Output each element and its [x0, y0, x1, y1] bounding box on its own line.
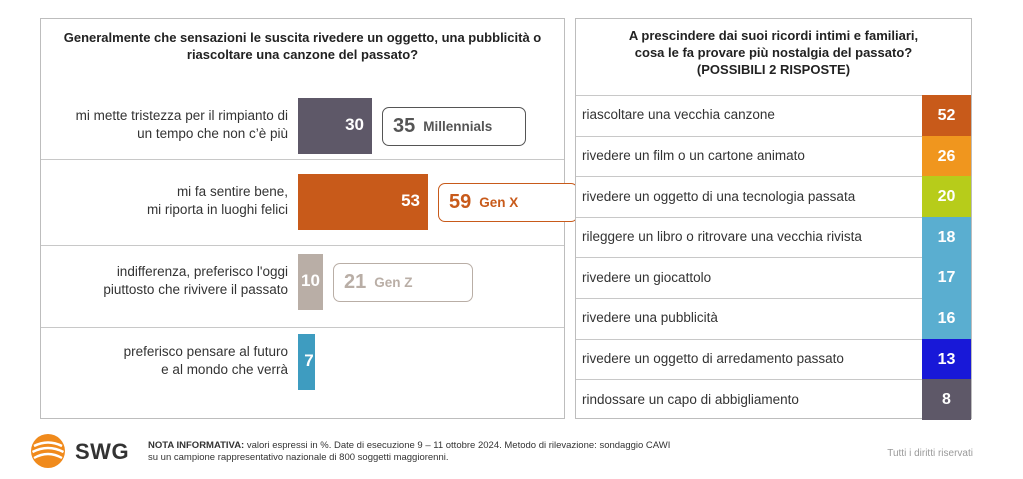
- left-bar: [298, 254, 323, 310]
- right-row-divider: [576, 136, 971, 137]
- segment-callout-value: 59: [449, 190, 472, 213]
- right-row-value: 8: [922, 379, 971, 420]
- left-row-label-line2: piuttosto che rivivere il passato: [103, 282, 288, 297]
- left-row-divider: [41, 327, 564, 328]
- right-row-divider: [576, 379, 971, 380]
- segment-callout-value: 21: [344, 270, 367, 293]
- right-row-label: rivedere un film o un cartone animato: [582, 148, 805, 163]
- segment-callout-label: Gen Z: [374, 274, 413, 290]
- footer-note-line1: valori espressi in %. Date di esecuzione…: [244, 440, 671, 451]
- right-row-label: rivedere una pubblicità: [582, 310, 718, 325]
- right-row-divider: [576, 176, 971, 177]
- left-row-label-line2: mi riporta in luoghi felici: [146, 202, 288, 217]
- footer-rights: Tutti i diritti riservati: [887, 448, 973, 459]
- right-title-line2: cosa le fa provare più nostalgia del pas…: [634, 45, 913, 60]
- right-row-divider: [576, 257, 971, 258]
- left-row-label-line2: un tempo che non c’è più: [137, 126, 288, 141]
- left-bar-value: 10: [301, 271, 320, 290]
- right-row-label: rileggere un libro o ritrovare una vecch…: [582, 229, 862, 244]
- left-chart-panel: Generalmente che sensazioni le suscita r…: [40, 18, 578, 419]
- footer-note-bold: NOTA INFORMATIVA:: [148, 440, 245, 451]
- right-row-label: rindossare un capo di abbigliamento: [582, 392, 799, 407]
- right-row-value: 52: [922, 95, 971, 136]
- segment-callout: 21 Gen Z: [333, 262, 473, 302]
- right-row-divider: [576, 298, 971, 299]
- left-bar-value: 30: [345, 115, 364, 134]
- left-row-divider: [41, 159, 564, 160]
- left-chart-title: Generalmente che sensazioni le suscita r…: [63, 30, 542, 62]
- left-bar-value: 7: [304, 351, 314, 370]
- swg-brand: SWG: [75, 439, 130, 464]
- right-row-label: rivedere un oggetto di arredamento passa…: [582, 351, 844, 366]
- right-title-line3: (POSSIBILI 2 RISPOSTE): [696, 62, 851, 77]
- left-row-label: mi fa sentire bene, mi riporta in luoghi …: [41, 183, 288, 219]
- segment-callout: 59 Gen X: [438, 182, 578, 222]
- swg-logo-icon: [31, 434, 65, 468]
- left-row-label: indifferenza, preferisco l'oggi piuttosto…: [41, 263, 288, 299]
- footer-note-line2: su un campione rappresentativo nazionale…: [148, 452, 449, 463]
- segment-callout-label: Gen X: [479, 194, 519, 210]
- segment-callout-label: Millennials: [423, 118, 493, 134]
- left-row-label: mi mette tristezza per il rimpianto di un…: [41, 107, 288, 143]
- left-row-label-line1: mi fa sentire bene,: [176, 184, 288, 199]
- right-chart-title: A prescindere dai suoi ricordi intimi e …: [576, 27, 971, 78]
- segment-callout: 35 Millennials: [382, 106, 526, 146]
- left-row-label-line1: preferisco pensare al futuro: [123, 344, 288, 359]
- left-row-label-line2: e al mondo che verrà: [161, 362, 288, 377]
- right-row-value: 13: [922, 339, 971, 380]
- right-row-value: 20: [922, 176, 971, 217]
- left-bar: [298, 174, 428, 230]
- right-row-divider: [576, 95, 971, 96]
- left-row-label-line1: mi mette tristezza per il rimpianto di: [75, 108, 288, 123]
- right-row-label: riascoltare una vecchia canzone: [582, 107, 775, 122]
- segment-callout-value: 35: [393, 114, 416, 137]
- left-row-divider: [41, 245, 564, 246]
- right-row-value: 17: [922, 257, 971, 298]
- left-bar: [298, 98, 372, 154]
- left-bar-value: 53: [401, 191, 420, 210]
- left-row-label: preferisco pensare al futuro e al mondo c…: [41, 343, 288, 379]
- left-bar: [298, 334, 315, 390]
- footer-note: NOTA INFORMATIVA: valori espressi in %. …: [148, 440, 748, 464]
- right-row-label: rivedere un oggetto di una tecnologia pa…: [582, 189, 856, 204]
- left-row-label-line1: indifferenza, preferisco l'oggi: [116, 264, 288, 279]
- right-row-label: rivedere un giocattolo: [582, 270, 712, 285]
- right-row-value: 16: [922, 298, 971, 339]
- right-title-line1: A prescindere dai suoi ricordi intimi e …: [628, 28, 919, 43]
- right-row-value: 26: [922, 136, 971, 177]
- right-row-divider: [576, 217, 971, 218]
- right-row-value: 18: [922, 217, 971, 258]
- right-chart-panel: A prescindere dai suoi ricordi intimi e …: [575, 18, 972, 420]
- right-row-divider: [576, 339, 971, 340]
